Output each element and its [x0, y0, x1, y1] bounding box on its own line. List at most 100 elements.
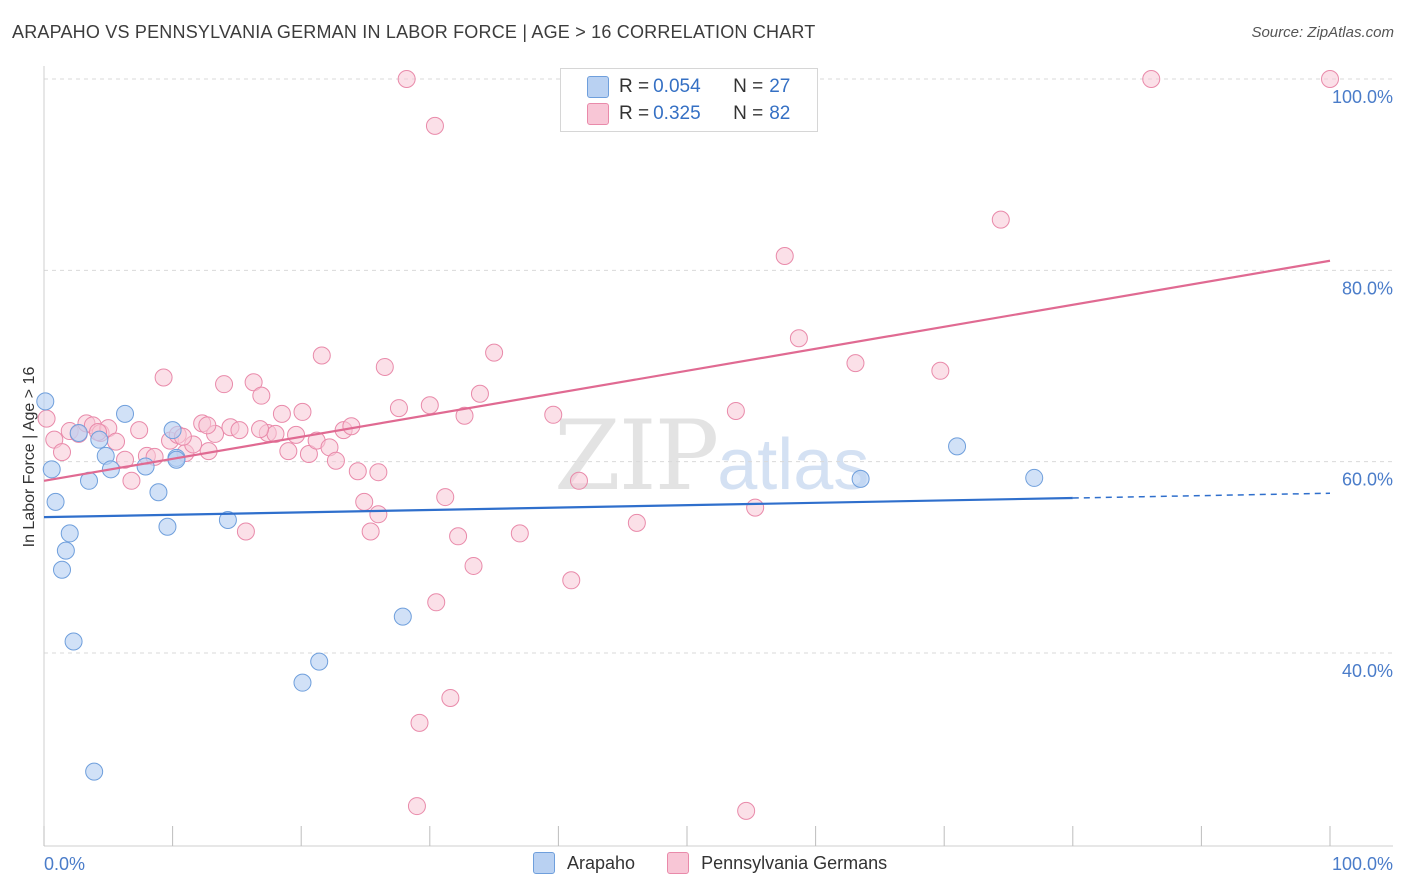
y-tick-labels: 40.0% 60.0% 80.0% 100.0%: [1332, 87, 1393, 681]
pennsylvania-germans-point: [312, 346, 331, 365]
arapaho-point: [56, 541, 75, 560]
pennsylvania-germans-point: [427, 593, 446, 612]
pennsylvania-germans-point: [464, 556, 483, 575]
n-value: 82: [769, 103, 791, 124]
arapaho-point: [53, 560, 72, 579]
pennsylvania-germans-point: [436, 488, 455, 507]
pennsylvania-germans-trend-line: [43, 259, 1331, 482]
trend-lines: [43, 259, 1331, 519]
pennsylvania-germans-point: [775, 246, 794, 265]
x-tick-label-min: 0.0%: [44, 854, 85, 874]
pennsylvania-germans-point: [37, 409, 56, 428]
arapaho-point: [60, 524, 79, 543]
stats-row-pennsylvania-germans: R = 0.325 N = 82: [587, 102, 790, 126]
pennsylvania-germans-point: [244, 373, 263, 392]
pennsylvania-germans-point: [991, 210, 1010, 229]
arapaho-point: [85, 762, 104, 781]
pennsylvania-germans-legend-swatch: [667, 852, 690, 874]
y-tick-label: 100.0%: [1332, 87, 1393, 107]
pennsylvania-germans-point: [455, 406, 474, 425]
chart-title: ARAPAHO VS PENNSYLVANIA GERMAN IN LABOR …: [12, 22, 816, 42]
arapaho-points: [36, 392, 1044, 781]
r-value: 0.054: [653, 76, 701, 97]
y-tick-label: 40.0%: [1342, 661, 1393, 681]
pennsylvania-germans-point: [470, 384, 489, 403]
n-value: 27: [769, 76, 791, 97]
pennsylvania-germans-point: [931, 361, 950, 380]
arapaho-point: [218, 511, 237, 530]
pennsylvania-germans-point: [397, 70, 416, 88]
arapaho-point: [293, 673, 312, 692]
pennsylvania-germans-point: [252, 386, 271, 405]
watermark-zip: ZIP: [554, 400, 719, 512]
pennsylvania-germans-point: [154, 368, 173, 387]
r-value: 0.325: [653, 103, 701, 124]
pennsylvania-germans-point: [562, 571, 581, 590]
pennsylvania-germans-point: [361, 522, 380, 541]
pennsylvania-germans-point: [369, 463, 388, 482]
arapaho-point: [1025, 468, 1044, 487]
pennsylvania-germans-points: [37, 70, 1339, 820]
pennsylvania-germans-point: [348, 462, 367, 481]
pennsylvania-germans-point: [789, 329, 808, 348]
pennsylvania-germans-point: [544, 405, 563, 424]
y-tick-label: 80.0%: [1342, 278, 1393, 298]
arapaho-point: [36, 392, 55, 411]
pennsylvania-germans-point: [410, 713, 429, 732]
legend-item-pennsylvania-germans: Pennsylvania Germans: [667, 852, 887, 874]
arapaho-point: [393, 607, 412, 626]
y-axis-label: In Labor Force | Age > 16: [21, 367, 38, 548]
pennsylvania-germans-point: [326, 451, 345, 470]
pennsylvania-germans-point: [272, 404, 291, 423]
arapaho-point: [310, 652, 329, 671]
pennsylvania-germans-swatch: [587, 103, 609, 125]
pennsylvania-germans-point: [369, 505, 388, 524]
pennsylvania-germans-point: [293, 402, 312, 421]
series-legend: Arapaho Pennsylvania Germans: [533, 852, 919, 874]
arapaho-point: [149, 483, 168, 502]
r-label: R =: [619, 76, 650, 97]
y-tick-label: 60.0%: [1342, 470, 1393, 490]
pennsylvania-germans-point: [737, 801, 756, 820]
pennsylvania-germans-point: [449, 527, 468, 546]
pennsylvania-germans-point: [389, 399, 408, 418]
pennsylvania-germans-point: [116, 450, 135, 469]
n-label: N =: [733, 76, 764, 97]
pennsylvania-germans-point: [107, 432, 126, 451]
arapaho-point: [46, 492, 65, 511]
pennsylvania-germans-point: [355, 492, 374, 511]
axes: [43, 66, 1393, 847]
arapaho-point: [163, 421, 182, 440]
stats-legend: R = 0.054 N = 27 R = 0.325 N = 82: [560, 68, 818, 132]
stats-row-arapaho: R = 0.054 N = 27: [587, 75, 790, 99]
arapaho-trend-extension: [1072, 492, 1331, 499]
pennsylvania-germans-point: [485, 343, 504, 362]
pennsylvania-germans-point: [279, 442, 298, 461]
r-label: R =: [619, 103, 650, 124]
arapaho-point: [158, 517, 177, 536]
pennsylvania-germans-point: [287, 425, 306, 444]
arapaho-point: [69, 423, 88, 442]
pennsylvania-germans-point: [215, 375, 234, 394]
pennsylvania-germans-point: [425, 116, 444, 135]
source-label: Source: ZipAtlas.com: [1251, 24, 1394, 41]
pennsylvania-germans-point: [236, 522, 255, 541]
pennsylvania-germans-point: [746, 498, 765, 517]
legend-item-arapaho: Arapaho: [533, 852, 635, 874]
pennsylvania-germans-point: [569, 471, 588, 490]
pennsylvania-germans-point: [726, 401, 745, 420]
arapaho-point: [851, 469, 870, 488]
pennsylvania-germans-point: [510, 524, 529, 543]
arapaho-point: [116, 404, 135, 423]
pennsylvania-germans-point: [230, 421, 249, 440]
pennsylvania-germans-point: [407, 797, 426, 816]
pennsylvania-germans-point: [420, 396, 439, 415]
arapaho-point: [90, 430, 109, 449]
pennsylvania-germans-point: [122, 471, 141, 490]
watermark: ZIPatlas: [554, 400, 869, 512]
pennsylvania-germans-point: [198, 416, 217, 435]
arapaho-point: [136, 457, 155, 476]
pennsylvania-germans-point: [251, 420, 270, 439]
arapaho-legend-swatch: [533, 852, 555, 874]
